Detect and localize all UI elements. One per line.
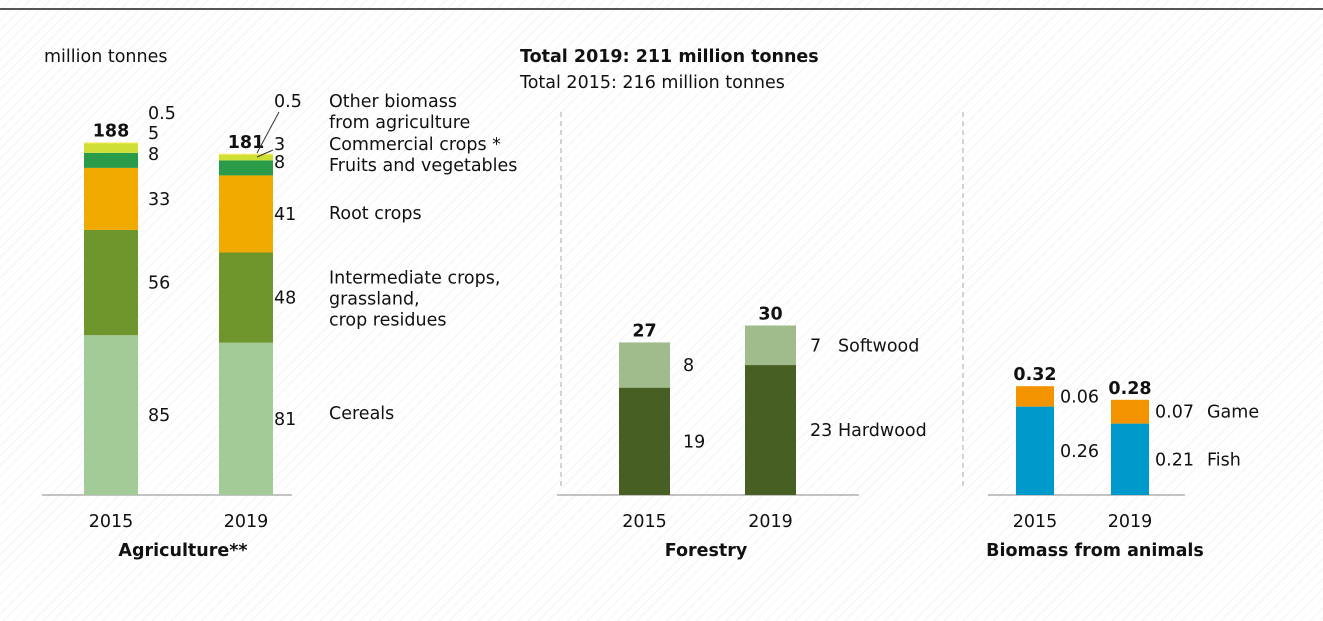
agriculture-title: Agriculture** [118,541,247,561]
forestry-value-2015-softwood: 8 [683,356,694,376]
forestry-year-2015: 2015 [622,512,667,532]
agriculture-bar-2015-intermediate [84,229,138,336]
agriculture-year-2019: 2019 [224,512,269,532]
total-2019: Total 2019: 211 million tonnes [520,47,819,67]
biomass-from-animals-value-2015-game: 0.06 [1060,387,1099,407]
agriculture-value-2015-fruits: 8 [148,145,159,165]
biomass-from-animals-legend-fish: Fish [1207,450,1241,470]
agriculture-bar-2019-fruits [219,160,273,176]
forestry-bar-2019-hardwood [745,365,796,495]
forestry-value-2019-hardwood: 23 [810,421,832,441]
agriculture-legend-root: Root crops [329,204,422,224]
agriculture-value-2019-cereals: 81 [274,410,296,430]
biomass-from-animals-legend-game: Game [1207,403,1259,423]
biomass-from-animals-value-2019-fish: 0.21 [1155,450,1194,470]
agri-leader-line [256,111,280,154]
biomass-from-animals-year-2015: 2015 [1013,512,1058,532]
forestry-value-2019-softwood: 7 [810,336,821,356]
forestry-bar-2019-softwood [745,325,796,366]
agriculture-value-2015-commercial: 5 [148,124,159,144]
biomass-from-animals-bar-2019-game [1111,399,1149,424]
forestry-legend-hardwood: Hardwood [838,421,927,441]
agriculture-value-2019-root: 41 [274,205,296,225]
agriculture-legend-intermediate: Intermediate crops, grassland, crop residu… [329,269,500,331]
agriculture-legend-other: Other biomass from agriculture [329,92,470,133]
forestry-legend-softwood: Softwood [838,336,919,356]
biomass-from-animals-total-2019: 0.28 [1108,379,1151,399]
agriculture-value-2015-intermediate: 56 [148,274,170,294]
agriculture-bar-2015-root [84,167,138,230]
agriculture-bar-2019-other [219,153,273,155]
agriculture-legend-cereals: Cereals [329,404,394,424]
forestry-year-2019: 2019 [748,512,793,532]
biomass-from-animals-total-2015: 0.32 [1013,365,1056,385]
biomass-from-animals-title: Biomass from animals [986,541,1204,561]
biomass-from-animals-value-2019-game: 0.07 [1155,403,1194,423]
agriculture-bar-2019-cereals [219,342,273,495]
biomass-from-animals-bar-2015-game [1016,386,1054,407]
forestry-title: Forestry [665,541,748,561]
agriculture-value-2015-other: 0.5 [148,104,176,124]
forestry-bar-2015-hardwood [619,387,670,495]
agriculture-legend-fruits: Fruits and vegetables [329,156,517,176]
top-rule [0,8,1323,10]
agriculture-bar-2015-cereals [84,335,138,495]
agri-leader-line-2 [256,149,274,158]
agriculture-value-2019-intermediate: 48 [274,289,296,309]
agriculture-legend-commercial: Commercial crops * [329,135,501,155]
biomass-from-animals-bar-2015-fish [1016,406,1054,495]
agriculture-bar-2015-commercial [84,143,138,153]
agriculture-value-2015-cereals: 85 [148,406,170,426]
agriculture-value-2019-other: 0.5 [274,92,302,112]
biomass-from-animals-year-2019: 2019 [1108,512,1153,532]
forestry-total-2015: 27 [632,321,656,341]
agriculture-year-2015: 2015 [89,512,134,532]
biomass-from-animals-bar-2019-fish [1111,423,1149,495]
agriculture-bar-2019-intermediate [219,252,273,343]
agriculture-bar-2015-other [84,142,138,144]
agriculture-total-2019: 181 [228,133,265,153]
agriculture-value-2019-commercial: 3 [274,135,285,155]
agriculture-bar-2019-commercial [219,154,273,161]
unit-label: million tonnes [44,47,168,67]
forestry-total-2019: 30 [758,305,782,325]
agriculture-value-2015-root: 33 [148,190,170,210]
agriculture-bar-2015-fruits [84,152,138,168]
agriculture-bar-2019-root [219,175,273,253]
forestry-value-2015-hardwood: 19 [683,432,705,452]
forestry-bar-2015-softwood [619,342,670,388]
biomass-from-animals-value-2015-fish: 0.26 [1060,442,1099,462]
total-2015: Total 2015: 216 million tonnes [519,73,785,93]
agriculture-value-2019-fruits: 8 [274,153,285,173]
agriculture-total-2015: 188 [93,122,130,142]
